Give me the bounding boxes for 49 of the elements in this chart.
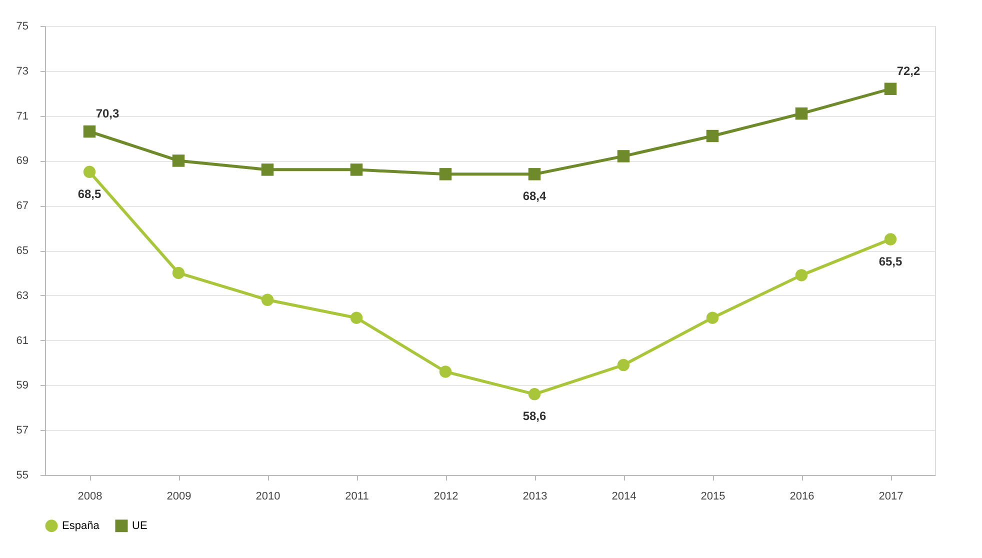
data-label: 72,2	[896, 64, 920, 78]
x-tick-label: 2016	[790, 490, 814, 502]
data-label: 68,4	[522, 189, 546, 204]
x-tick-label: 2013	[522, 490, 548, 502]
y-tick-label: 65	[16, 245, 28, 257]
point	[350, 312, 363, 324]
y-tick-label: 75	[16, 20, 28, 32]
data-label: 58,6	[522, 409, 546, 424]
point	[172, 266, 185, 280]
x-tick-label: 2009	[166, 490, 192, 502]
y-tick-label: 63	[16, 290, 28, 302]
y-tick-label: 69	[16, 155, 28, 168]
y-tick-label: 61	[16, 334, 28, 347]
x-tick-label: 2012	[434, 490, 458, 502]
x-tick-label: 2014	[612, 490, 636, 502]
point	[83, 125, 96, 138]
legend-label: UE	[132, 520, 148, 532]
point	[795, 269, 808, 282]
point	[261, 294, 274, 306]
x-tick-label: 2015	[700, 490, 726, 502]
x-tick-label: 2010	[256, 490, 280, 502]
point	[528, 168, 541, 180]
point	[617, 358, 630, 372]
y-tick-label: 55	[16, 470, 28, 482]
point	[83, 166, 96, 178]
y-tick-label: 57	[16, 424, 28, 437]
point	[439, 168, 452, 180]
point	[706, 130, 719, 142]
point	[884, 82, 897, 95]
point	[172, 154, 185, 167]
x-tick-label: 2017	[878, 490, 904, 502]
point	[706, 312, 719, 324]
y-tick-label: 73	[16, 65, 28, 78]
point	[528, 388, 541, 400]
x-tick-label: 2008	[78, 490, 102, 502]
point	[350, 164, 363, 176]
point	[795, 107, 808, 120]
y-tick-label: 67	[16, 200, 28, 212]
data-label: 68,5	[78, 186, 102, 201]
y-tick-label: 59	[16, 380, 28, 392]
data-label: 65,5	[878, 254, 902, 268]
point	[884, 233, 897, 246]
x-tick-label: 2011	[345, 490, 369, 502]
point	[439, 366, 452, 378]
legend-label: España	[62, 520, 100, 532]
point	[261, 164, 274, 176]
y-tick-label: 71	[16, 110, 28, 122]
data-label: 70,3	[96, 106, 120, 121]
point	[617, 150, 630, 162]
